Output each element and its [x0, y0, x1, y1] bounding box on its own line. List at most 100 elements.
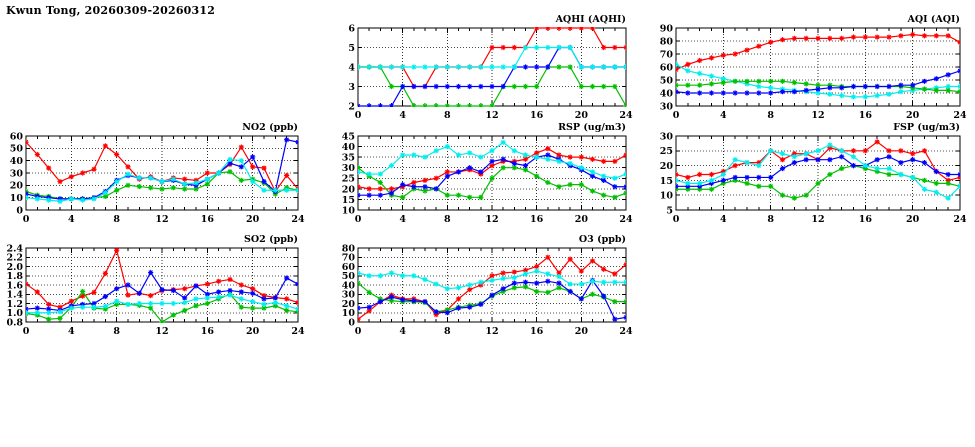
data-point	[589, 27, 596, 31]
x-tick-label: 16	[859, 214, 873, 225]
data-point	[708, 55, 715, 61]
data-point	[874, 168, 880, 175]
data-point	[261, 305, 267, 311]
data-point	[708, 186, 715, 192]
chart-title-no2: NO2 (ppb)	[242, 122, 298, 133]
data-point	[898, 160, 904, 166]
data-point	[720, 80, 726, 86]
data-point	[827, 91, 833, 97]
data-point	[500, 83, 506, 90]
y-tick-label: 2.0	[6, 262, 23, 273]
data-point	[170, 176, 176, 182]
data-point	[522, 64, 529, 70]
data-point	[159, 300, 165, 307]
x-tick-label: 24	[953, 110, 967, 121]
x-tick-label: 12	[485, 110, 498, 121]
data-point	[377, 64, 383, 70]
data-point	[732, 51, 738, 57]
data-point	[945, 33, 951, 39]
data-point	[68, 305, 74, 311]
data-point	[261, 296, 267, 302]
data-point	[250, 305, 256, 311]
data-point	[114, 179, 120, 185]
data-point	[102, 270, 108, 277]
chart-panel-no2: NO2 (ppb) 0 10 20 30 40 50 60 0 4 8 12 16 20 24	[0, 120, 308, 232]
data-point	[862, 34, 868, 40]
data-point	[803, 157, 809, 163]
data-point	[534, 288, 540, 295]
x-tick-label: 0	[355, 214, 362, 225]
data-point	[522, 83, 529, 90]
data-point	[125, 164, 131, 170]
data-point	[945, 171, 951, 178]
x-tick-label: 20	[575, 214, 589, 225]
data-point	[791, 35, 797, 41]
data-point	[839, 148, 845, 154]
y-tick-label: 30	[342, 163, 356, 174]
data-point	[522, 44, 529, 51]
data-point	[422, 184, 428, 190]
data-point	[850, 34, 857, 40]
data-point	[874, 93, 880, 99]
data-point	[377, 296, 383, 302]
data-point	[921, 148, 928, 154]
data-point	[567, 288, 573, 295]
data-point	[411, 64, 417, 70]
data-point	[886, 148, 892, 154]
data-point	[827, 85, 833, 91]
data-point	[489, 44, 495, 51]
data-point	[511, 275, 517, 281]
data-point	[589, 156, 596, 162]
chart-panel-aqhi: AQHI (AQHI) 2 3 4 5 6 0 4 8 12 16 20 24	[336, 10, 636, 128]
data-point	[676, 82, 679, 88]
data-point	[567, 44, 573, 51]
data-point	[148, 293, 154, 299]
data-point	[685, 61, 691, 67]
y-tick-label: 1.6	[6, 280, 23, 291]
y-tick-label: 50	[10, 144, 24, 155]
data-point	[921, 78, 928, 84]
data-point	[26, 310, 29, 316]
data-point	[500, 64, 506, 70]
data-point	[612, 271, 618, 277]
data-point	[556, 285, 562, 291]
data-point	[238, 282, 244, 288]
data-point	[68, 196, 74, 202]
data-point	[261, 187, 267, 193]
data-point	[534, 173, 540, 179]
data-point	[250, 286, 256, 292]
data-point	[921, 177, 928, 183]
data-point	[697, 171, 703, 178]
y-tick-label: 1.4	[6, 290, 23, 301]
data-point	[623, 262, 626, 268]
x-tick-label: 4	[68, 214, 75, 225]
data-point	[839, 165, 845, 172]
x-tick-label: 24	[619, 110, 633, 121]
data-point	[511, 160, 517, 167]
data-point	[850, 163, 857, 169]
data-point	[756, 174, 762, 181]
data-point	[284, 137, 290, 143]
data-point	[411, 103, 417, 107]
data-point	[91, 300, 97, 307]
data-point	[534, 27, 540, 31]
data-point	[545, 179, 551, 186]
data-point	[148, 300, 154, 307]
data-point	[377, 186, 383, 192]
y-tick-label: 90	[660, 23, 674, 34]
data-point	[612, 64, 618, 70]
data-point	[697, 82, 703, 88]
y-tick-label: 25	[342, 174, 355, 185]
data-point	[945, 180, 951, 186]
data-point	[125, 171, 131, 177]
data-point	[827, 145, 833, 151]
y-tick-label: 80	[660, 36, 674, 47]
data-point	[500, 139, 506, 145]
data-point	[204, 170, 210, 176]
data-point	[623, 184, 626, 190]
data-point	[803, 35, 809, 41]
data-point	[556, 44, 562, 51]
data-point	[839, 35, 845, 41]
data-point	[697, 90, 703, 96]
